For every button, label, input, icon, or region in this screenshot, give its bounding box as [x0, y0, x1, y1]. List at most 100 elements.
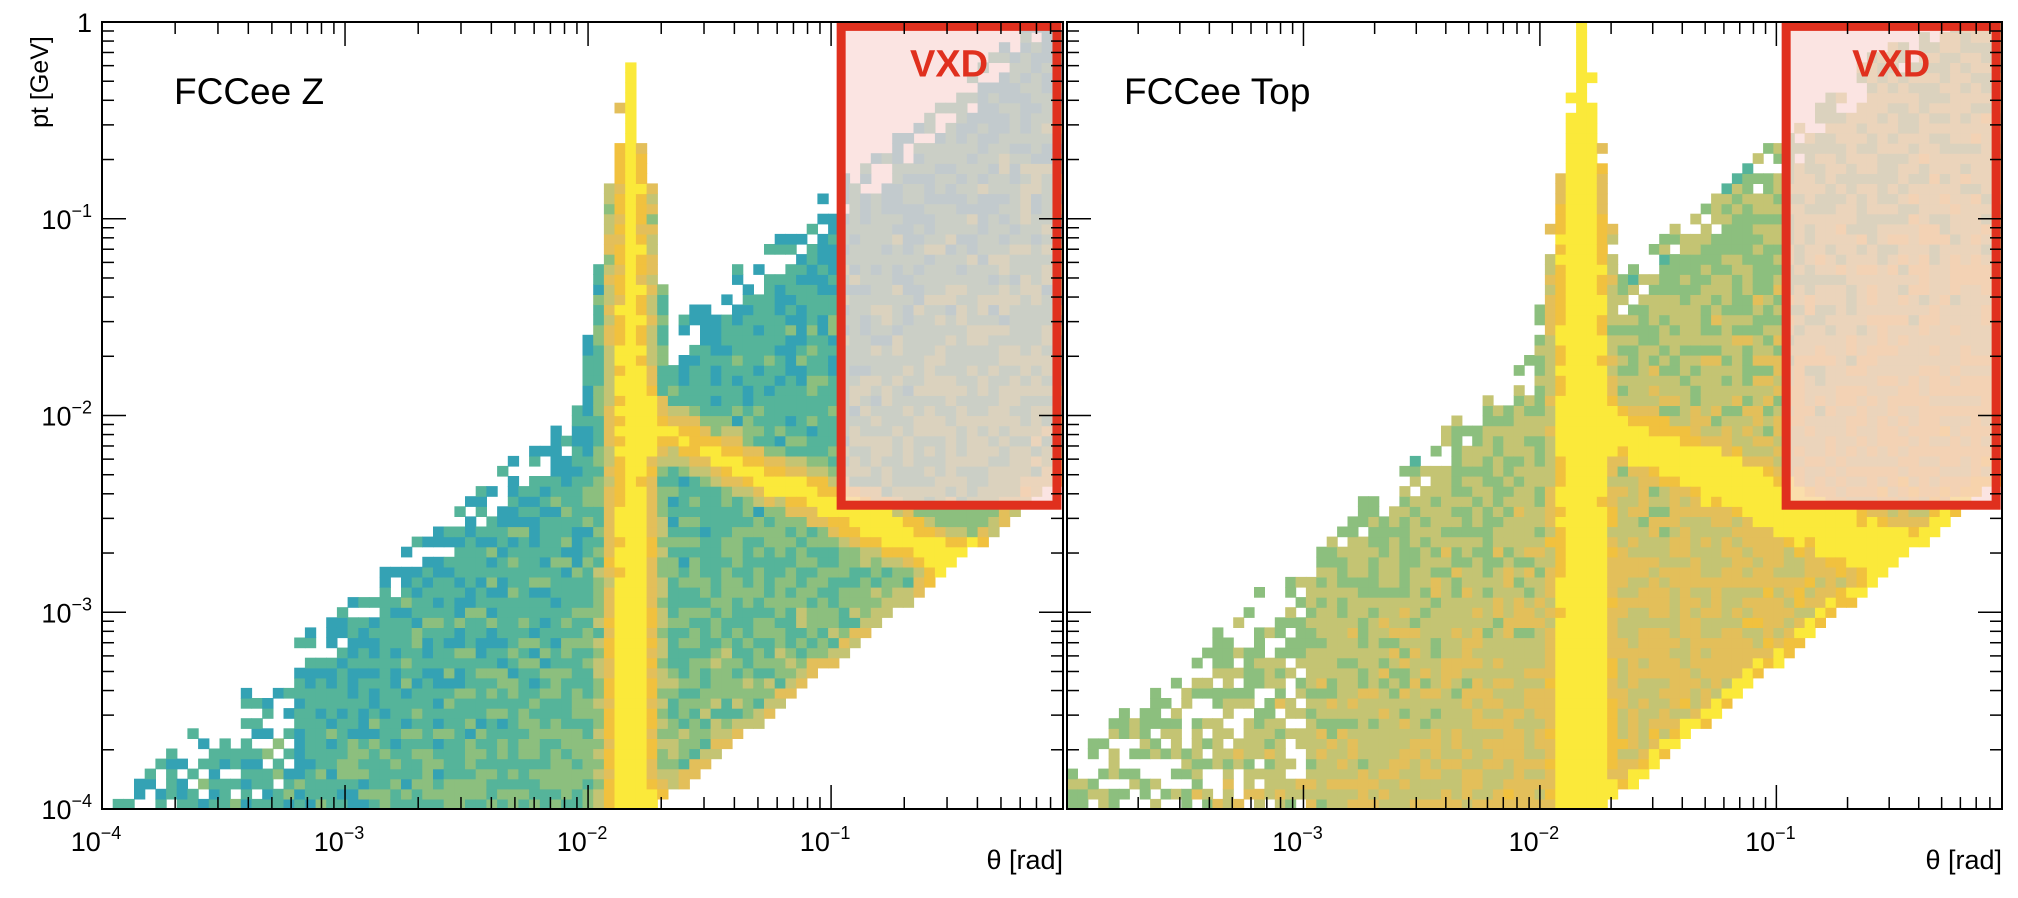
heatmap-cell [1586, 203, 1598, 215]
heatmap-cell [1586, 566, 1598, 578]
heatmap-cell [667, 576, 680, 588]
heatmap-cell [625, 233, 637, 245]
heatmap-cell [1503, 738, 1515, 750]
heatmap-cell [1628, 728, 1639, 739]
heatmap-cell [742, 677, 754, 689]
heatmap-cell [721, 677, 733, 689]
heatmap-cell [924, 506, 936, 517]
heatmap-cell [1659, 687, 1671, 699]
heatmap-cell [828, 617, 840, 628]
heatmap-cell [785, 244, 797, 255]
heatmap-cell [700, 556, 712, 568]
heatmap-cell [796, 526, 808, 538]
heatmap-cell [593, 556, 605, 568]
heatmap-cell [1555, 284, 1567, 295]
heatmap-cell [1389, 536, 1401, 548]
heatmap-cell [1378, 708, 1390, 719]
heatmap-cell [582, 365, 594, 376]
heatmap-cell [1191, 657, 1203, 669]
heatmap-cell [700, 698, 712, 709]
heatmap-cell [646, 203, 658, 215]
heatmap-cell [646, 536, 658, 548]
heatmap-cell [1628, 566, 1639, 578]
heatmap-cell [1461, 687, 1473, 699]
heatmap-cell [838, 647, 851, 659]
heatmap-cell [1607, 223, 1619, 235]
heatmap-cell [1596, 163, 1608, 174]
heatmap-cell [1389, 556, 1401, 568]
heatmap-cell [443, 798, 455, 810]
heatmap-cell [401, 617, 413, 628]
heatmap-cell [828, 476, 840, 487]
heatmap-cell [1596, 244, 1608, 255]
heatmap-cell [625, 778, 637, 790]
heatmap-cell [1503, 506, 1515, 517]
heatmap-cell [1607, 607, 1619, 618]
heatmap-cell [1669, 698, 1681, 709]
heatmap-cell [1669, 334, 1681, 346]
heatmap-cell [710, 536, 722, 548]
heatmap-cell [1617, 627, 1629, 639]
heatmap-cell [635, 143, 648, 154]
heatmap-cell [945, 546, 957, 558]
heatmap-cell [646, 637, 658, 649]
heatmap-cell [1565, 748, 1577, 760]
heatmap-cell [1524, 355, 1536, 366]
heatmap-cell [753, 637, 765, 649]
heatmap-cell [1638, 355, 1650, 366]
heatmap-cell [646, 486, 658, 497]
heatmap-cell [1264, 627, 1276, 639]
heatmap-cell [1160, 698, 1172, 709]
heatmap-cell [529, 476, 541, 487]
heatmap-cell [785, 465, 797, 477]
heatmap-cell [1638, 718, 1650, 729]
heatmap-cell [806, 425, 818, 437]
heatmap-cell [1222, 637, 1234, 649]
heatmap-cell [315, 728, 327, 739]
heatmap-cell [1316, 587, 1328, 598]
heatmap-cell [518, 728, 530, 739]
heatmap-cell [550, 788, 562, 800]
heatmap-cell [1368, 607, 1380, 618]
heatmap-cell [689, 667, 701, 679]
heatmap-cell [1576, 435, 1588, 447]
heatmap-cell [411, 718, 423, 729]
heatmap-cell [625, 506, 637, 517]
heatmap-cell [1451, 788, 1463, 800]
heatmap-cell [593, 526, 605, 538]
heatmap-cell [849, 506, 861, 517]
heatmap-cell [1669, 607, 1681, 618]
heatmap-cell [390, 728, 402, 739]
heatmap-cell [1544, 334, 1556, 346]
heatmap-cell [1524, 647, 1536, 659]
heatmap-cell [1461, 455, 1473, 467]
heatmap-cell [1628, 516, 1639, 528]
heatmap-cell [497, 465, 509, 477]
heatmap-cell [1638, 748, 1650, 760]
heatmap-cell [764, 566, 776, 578]
heatmap-cell [646, 758, 658, 770]
heatmap-cell [817, 536, 829, 548]
heatmap-cell [710, 435, 722, 447]
heatmap-cell [689, 465, 701, 477]
heatmap-cell [390, 788, 402, 800]
heatmap-cell [1451, 546, 1463, 558]
heatmap-cell [721, 486, 733, 497]
heatmap-cell [764, 546, 776, 558]
heatmap-cell [571, 687, 584, 699]
heatmap-cell [1617, 607, 1629, 618]
heatmap-cell [1337, 677, 1349, 689]
heatmap-cell [1513, 415, 1525, 427]
heatmap-cell [561, 465, 573, 477]
heatmap-cell [571, 566, 584, 578]
heatmap-cell [1659, 304, 1671, 316]
heatmap-cell [1347, 748, 1359, 760]
heatmap-cell [1544, 274, 1556, 285]
heatmap-cell [1399, 687, 1411, 699]
heatmap-cell [1305, 708, 1317, 719]
heatmap-cell [732, 274, 744, 285]
heatmap-cell [1544, 223, 1556, 235]
heatmap-cell [1118, 788, 1130, 800]
heatmap-cell [913, 546, 925, 558]
heatmap-cell [593, 738, 605, 750]
